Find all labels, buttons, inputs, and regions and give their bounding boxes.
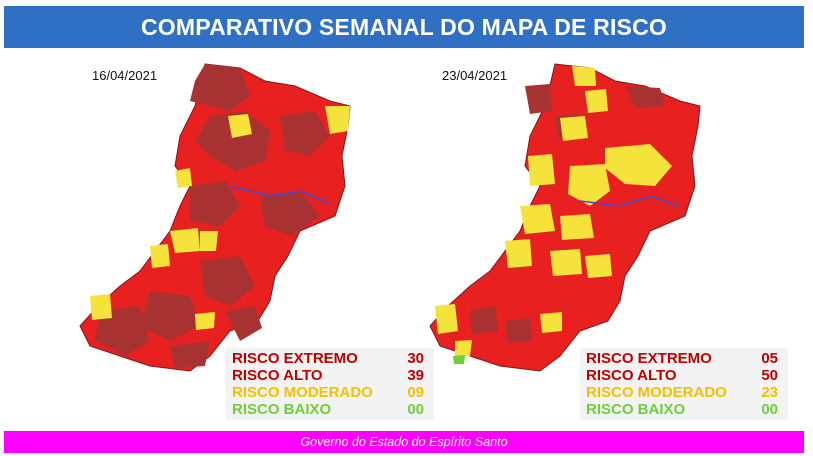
- region-extremo: [505, 318, 532, 343]
- legend-label: RISCO BAIXO: [232, 401, 332, 418]
- region-moderado: [455, 340, 472, 356]
- legend-label: RISCO MODERADO: [232, 384, 373, 401]
- region-moderado: [572, 66, 596, 86]
- legend-row-baixo: RISCO BAIXO 00: [586, 401, 778, 418]
- risk-legend: RISCO EXTREMO 30 RISCO ALTO 39 RISCO MOD…: [226, 348, 434, 420]
- region-moderado: [585, 254, 612, 278]
- region-extremo: [280, 111, 330, 156]
- legend-label: RISCO EXTREMO: [586, 350, 712, 367]
- region-extremo: [625, 86, 665, 108]
- legend-row-moderado: RISCO MODERADO 09: [232, 384, 424, 401]
- legend-row-baixo: RISCO BAIXO 00: [232, 401, 424, 418]
- region-extremo: [190, 64, 250, 111]
- region-moderado: [325, 106, 350, 134]
- region-moderado: [560, 214, 594, 240]
- region-moderado: [228, 114, 252, 138]
- legend-value: 39: [407, 367, 424, 384]
- region-moderado: [200, 231, 218, 251]
- region-moderado: [150, 244, 170, 268]
- region-moderado: [568, 164, 610, 206]
- legend-value: 09: [407, 384, 424, 401]
- river: [579, 195, 681, 207]
- footer-banner: Governo do Estado do Espírito Santo: [4, 431, 804, 453]
- region-extremo: [170, 341, 210, 368]
- region-extremo: [195, 111, 270, 171]
- region-moderado: [560, 116, 588, 141]
- region-moderado: [605, 144, 672, 186]
- region-moderado: [520, 204, 555, 234]
- region-extremo: [225, 306, 262, 341]
- region-moderado: [195, 312, 215, 330]
- river: [229, 185, 331, 205]
- state-risk-map-week-2: [429, 63, 701, 372]
- legend-label: RISCO ALTO: [586, 367, 677, 384]
- region-moderado: [505, 239, 532, 268]
- legend-value: 00: [407, 401, 424, 418]
- region-moderado: [170, 228, 200, 253]
- region-moderado: [175, 168, 192, 188]
- region-baixo: [453, 355, 465, 364]
- region-extremo: [260, 191, 320, 236]
- page-title: COMPARATIVO SEMANAL DO MAPA DE RISCO: [141, 13, 667, 40]
- region-extremo: [190, 181, 240, 226]
- legend-row-extremo: RISCO EXTREMO 05: [586, 350, 778, 367]
- region-moderado: [90, 294, 112, 320]
- map-date: 23/04/2021: [442, 68, 508, 83]
- legend-value: 30: [407, 350, 424, 367]
- region-moderado: [540, 312, 562, 333]
- legend-value: 23: [761, 384, 778, 401]
- legend-label: RISCO EXTREMO: [232, 350, 358, 367]
- region-moderado: [435, 304, 458, 334]
- legend-value: 05: [761, 350, 778, 367]
- region-extremo: [140, 291, 200, 341]
- risk-legend: RISCO EXTREMO 05 RISCO ALTO 50 RISCO MOD…: [580, 348, 788, 420]
- footer-text: Governo do Estado do Espírito Santo: [300, 435, 508, 449]
- region-extremo: [525, 84, 552, 114]
- legend-value: 50: [761, 367, 778, 384]
- region-moderado: [528, 154, 555, 186]
- region-extremo: [470, 306, 498, 334]
- legend-value: 00: [761, 401, 778, 418]
- state-risk-map-week-1: [79, 63, 351, 372]
- legend-label: RISCO MODERADO: [586, 384, 727, 401]
- region-extremo: [95, 306, 150, 356]
- legend-label: RISCO ALTO: [232, 367, 323, 384]
- map-panel-week-1: 16/04/2021 RISCO EXTREMO 30 RISCO ALTO 3…: [30, 56, 434, 426]
- legend-row-extremo: RISCO EXTREMO 30: [232, 350, 424, 367]
- region-moderado: [550, 249, 582, 276]
- region-moderado: [585, 89, 608, 113]
- map-date: 16/04/2021: [92, 68, 158, 83]
- legend-row-alto: RISCO ALTO 50: [586, 367, 778, 384]
- map-panel-week-2: 23/04/2021 RISCO EXTREMO 05 RISCO ALTO 5…: [410, 56, 800, 426]
- legend-row-alto: RISCO ALTO 39: [232, 367, 424, 384]
- legend-label: RISCO BAIXO: [586, 401, 686, 418]
- region-extremo: [200, 256, 255, 306]
- title-banner: COMPARATIVO SEMANAL DO MAPA DE RISCO: [4, 6, 804, 48]
- legend-row-moderado: RISCO MODERADO 23: [586, 384, 778, 401]
